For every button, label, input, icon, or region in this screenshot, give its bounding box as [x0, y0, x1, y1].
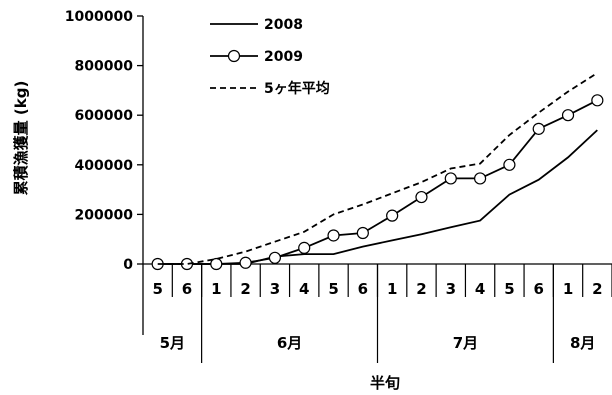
x-tick-label: 2 [592, 280, 602, 298]
x-tick-label: 6 [182, 280, 192, 298]
y-tick-label: 600000 [75, 108, 134, 124]
x-tick-label: 1 [387, 280, 397, 298]
x-tick-label: 3 [270, 280, 280, 298]
series-marker-1 [386, 209, 399, 222]
y-tick-label: 0 [123, 257, 133, 273]
series-marker-1 [591, 94, 604, 107]
legend-label-2: 5ヶ年平均 [264, 80, 330, 97]
legend-label-0: 2008 [264, 17, 303, 33]
series-marker-1 [239, 256, 252, 269]
x-tick-label: 2 [416, 280, 426, 298]
x-tick-label: 6 [358, 280, 368, 298]
series-line-2 [157, 72, 598, 265]
x-axis-label: 半旬 [370, 374, 400, 392]
series-marker-1 [327, 229, 340, 242]
series-marker-1 [268, 251, 282, 264]
y-tick-label: 800000 [75, 59, 134, 75]
legend-marker-1 [227, 49, 241, 63]
x-tick-label: 4 [475, 280, 485, 298]
x-tick-label: 1 [563, 280, 573, 298]
legend-label-1: 2009 [264, 49, 303, 65]
y-tick-label: 200000 [75, 207, 134, 223]
x-tick-label: 5 [152, 280, 162, 298]
series-marker-1 [561, 109, 575, 122]
series-line-1 [157, 99, 598, 265]
x-tick-label: 5 [328, 280, 338, 298]
x-tick-label: 5 [504, 280, 514, 298]
y-axis-label: 累積漁獲量 (kg) [12, 81, 30, 196]
series-marker-1 [444, 172, 457, 185]
series-line-0 [157, 129, 598, 265]
x-tick-label: 1 [211, 280, 221, 298]
axes: 0 200000 400000 600000 800000 1000000 5 6 1 2 3 4 5 6… [65, 9, 612, 363]
x-tick-label: 6 [534, 280, 544, 298]
series-marker-1 [210, 257, 223, 271]
y-tick-label: 400000 [75, 158, 134, 174]
series-marker-1 [473, 172, 487, 185]
series-marker-1 [503, 158, 516, 171]
month-label: 7月 [453, 334, 478, 352]
x-tick-label: 4 [299, 280, 309, 298]
month-label: 5月 [160, 334, 185, 352]
series-marker-1 [532, 122, 545, 135]
series-marker-1 [415, 190, 428, 204]
series-layer [151, 72, 604, 271]
y-tick-label: 1000000 [65, 9, 133, 25]
legend: 2008 2009 5ヶ年平均 [210, 17, 330, 97]
x-tick-label: 2 [240, 280, 250, 298]
x-tick-label: 3 [446, 280, 456, 298]
month-label: 6月 [277, 334, 302, 352]
month-label: 8月 [570, 334, 595, 352]
series-marker-1 [298, 241, 311, 254]
series-marker-1 [356, 226, 369, 240]
